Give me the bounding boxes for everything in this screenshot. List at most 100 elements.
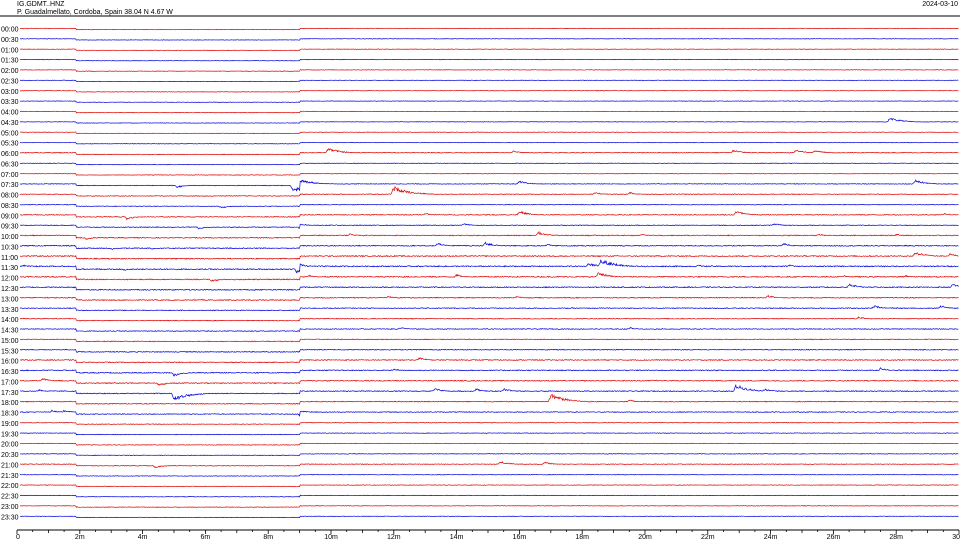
- x-tick-label: 6m: [201, 534, 211, 540]
- trace-row: 04:00: [1, 110, 959, 117]
- row-time-label: 01:30: [1, 58, 19, 65]
- row-time-label: 10:00: [1, 234, 19, 241]
- row-time-label: 19:30: [1, 431, 19, 438]
- trace-row: 20:00: [1, 442, 959, 449]
- row-time-label: 17:30: [1, 390, 19, 397]
- time-axis: 0 2m 4m 6m 8m 10m 12m 14m 16m 18m 20m 22m 24m 26m 28m 3…: [16, 529, 960, 540]
- x-tick-label: 22m: [701, 534, 715, 540]
- x-tick-label: 12m: [387, 534, 401, 540]
- row-time-label: 00:00: [1, 27, 19, 34]
- row-time-label: 20:00: [1, 442, 19, 449]
- row-time-label: 01:00: [1, 47, 19, 54]
- x-tick-label: 4m: [138, 534, 148, 540]
- x-tick-label: 8m: [263, 534, 273, 540]
- trace-row: 16:30: [1, 367, 959, 377]
- row-time-label: 16:30: [1, 369, 19, 376]
- row-time-label: 09:00: [1, 213, 19, 220]
- trace-row: 17:00: [1, 377, 959, 386]
- trace-row: 12:00: [1, 272, 959, 283]
- trace-line: [19, 505, 959, 508]
- row-time-label: 19:00: [1, 421, 19, 428]
- trace-row: 16:00: [1, 357, 959, 366]
- row-time-label: 22:30: [1, 494, 19, 501]
- row-time-label: 15:30: [1, 348, 19, 355]
- x-tick-label: 30: [952, 534, 960, 540]
- x-tick-label: 2m: [75, 534, 85, 540]
- trace-row: 11:00: [1, 252, 959, 262]
- row-time-label: 22:00: [1, 483, 19, 490]
- trace-row: 08:00: [1, 185, 959, 200]
- trace-line: [19, 409, 959, 417]
- trace-row: 01:30: [1, 58, 959, 65]
- row-time-label: 02:30: [1, 78, 19, 85]
- trace-line: [19, 304, 959, 312]
- trace-line: [19, 110, 959, 114]
- station-code: IG.GDMT..HNZ: [17, 1, 65, 8]
- record-date: 2024-03-10: [922, 1, 958, 8]
- x-tick-label: 20m: [638, 534, 652, 540]
- trace-row: 02:30: [1, 78, 959, 85]
- trace-line: [19, 172, 959, 176]
- trace-row: 21:30: [1, 473, 959, 480]
- trace-line: [19, 357, 959, 364]
- trace-line: [19, 252, 959, 260]
- trace-line: [19, 453, 959, 457]
- trace-line: [19, 461, 959, 468]
- trace-rows: 00:00 00:30 01:00 01:30 02:00 02:30 03:00 03:30…: [1, 27, 959, 521]
- trace-line: [19, 484, 959, 488]
- trace-row: 18:30: [1, 409, 959, 418]
- trace-line: [19, 203, 959, 209]
- trace-line: [19, 272, 959, 282]
- row-time-label: 04:30: [1, 120, 19, 127]
- row-time-label: 18:00: [1, 400, 19, 407]
- trace-row: 11:30: [1, 259, 959, 274]
- x-tick-label: 18m: [575, 534, 589, 540]
- trace-line: [19, 48, 959, 51]
- trace-row: 06:30: [1, 161, 959, 168]
- row-time-label: 06:00: [1, 151, 19, 158]
- trace-row: 08:30: [1, 203, 959, 210]
- row-time-label: 23:30: [1, 514, 19, 521]
- row-time-label: 04:00: [1, 110, 19, 117]
- row-time-label: 11:00: [1, 255, 18, 262]
- x-tick-label: 24m: [764, 534, 778, 540]
- trace-line: [19, 259, 959, 274]
- seismogram-header: IG.GDMT..HNZ P. Guadalmellato, Cordoba, …: [17, 1, 173, 17]
- row-time-label: 07:30: [1, 182, 19, 189]
- trace-row: 23:30: [1, 514, 959, 521]
- trace-row: 07:00: [1, 172, 959, 179]
- row-time-label: 13:30: [1, 307, 19, 314]
- row-time-label: 09:30: [1, 224, 19, 231]
- row-time-label: 03:00: [1, 89, 19, 96]
- trace-line: [19, 241, 959, 250]
- trace-row: 06:00: [1, 148, 959, 158]
- trace-row: 21:00: [1, 461, 959, 469]
- trace-line: [19, 38, 959, 41]
- trace-line: [19, 338, 959, 343]
- row-time-label: 21:00: [1, 462, 19, 469]
- trace-line: [19, 58, 959, 62]
- trace-row: 09:00: [1, 211, 959, 221]
- row-time-label: 05:00: [1, 130, 19, 137]
- trace-line: [19, 185, 959, 197]
- row-time-label: 20:30: [1, 452, 19, 459]
- row-time-label: 05:30: [1, 141, 19, 148]
- row-time-label: 13:00: [1, 296, 19, 303]
- row-time-label: 16:00: [1, 359, 19, 366]
- trace-row: 00:00: [1, 27, 959, 34]
- trace-row: 19:30: [1, 431, 959, 438]
- trace-row: 15:30: [1, 348, 959, 355]
- trace-row: 03:00: [1, 89, 959, 96]
- row-time-label: 07:00: [1, 172, 19, 179]
- trace-line: [19, 432, 959, 436]
- trace-row: 23:00: [1, 504, 959, 511]
- row-time-label: 08:00: [1, 193, 19, 200]
- trace-row: 00:30: [1, 37, 959, 44]
- trace-row: 01:00: [1, 47, 959, 54]
- x-tick-label: 28m: [889, 534, 903, 540]
- row-time-label: 11:30: [1, 265, 18, 272]
- trace-line: [19, 27, 959, 31]
- trace-row: 05:00: [1, 130, 959, 137]
- trace-line: [19, 442, 959, 446]
- trace-line: [19, 367, 959, 377]
